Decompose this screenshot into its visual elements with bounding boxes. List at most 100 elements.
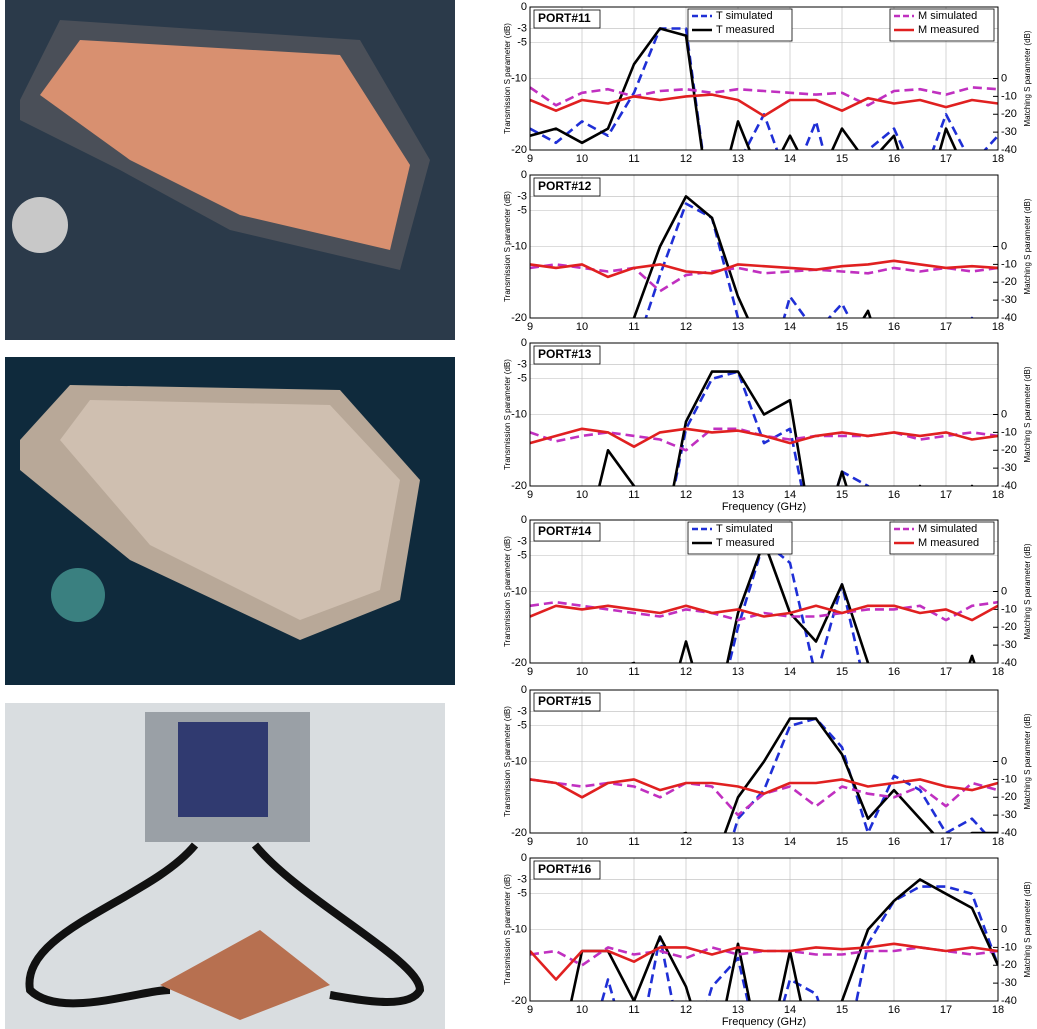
port-label-box — [533, 860, 601, 880]
x-tick-label: 11 — [628, 1004, 639, 1016]
port-label: PORT#14 — [538, 524, 592, 538]
port-label-box — [533, 345, 601, 365]
y2-tick-label: -10 — [1001, 90, 1017, 102]
y-tick-label: -20 — [511, 827, 527, 839]
y2-tick-label: -30 — [1001, 977, 1017, 989]
legend-label: T simulated — [716, 10, 773, 22]
legend-label: M measured — [918, 537, 979, 549]
series-line — [530, 263, 998, 293]
x-tick-label: 16 — [888, 1004, 900, 1016]
y-tick-label: 0 — [521, 169, 527, 181]
series-line — [530, 427, 998, 448]
x-tick-label: 16 — [888, 321, 900, 333]
y-tick-label: -3 — [517, 190, 527, 202]
series-line — [632, 370, 998, 486]
y2-tick-label: -40 — [1001, 827, 1017, 839]
chart: 9 10 11 12 13 14 15 16 17 18-20-10-5-30-40-30-20-… — [503, 684, 1032, 848]
y-axis-label: Transmission S parameter (dB) — [503, 191, 512, 302]
y-tick-label: -20 — [511, 144, 527, 156]
series-line — [530, 93, 998, 118]
plot-frame — [529, 6, 999, 151]
y-tick-label: -3 — [517, 22, 527, 34]
y-tick-label: -10 — [511, 755, 527, 767]
x-tick-label: 9 — [527, 1004, 533, 1016]
y2-tick-label: -30 — [1001, 809, 1017, 821]
x-tick-label: 9 — [527, 321, 533, 333]
y2-tick-label: -30 — [1001, 126, 1017, 138]
y2-tick-label: -40 — [1001, 144, 1017, 156]
series-group — [530, 370, 998, 486]
x-tick-label: 13 — [732, 153, 744, 165]
y2-tick-label: -10 — [1001, 773, 1017, 785]
series-line — [530, 778, 998, 799]
x-tick-label: 15 — [836, 153, 848, 165]
port-label-box — [533, 177, 601, 197]
y2-tick-label: -40 — [1001, 995, 1017, 1007]
x-tick-label: 10 — [576, 666, 588, 678]
y-tick-label: -3 — [517, 873, 527, 885]
y2-tick-label: -40 — [1001, 312, 1017, 324]
y-tick-label: -3 — [517, 358, 527, 370]
y-tick-label: -10 — [511, 923, 527, 935]
y-tick-label: -3 — [517, 705, 527, 717]
coin — [51, 568, 105, 622]
y2-tick-label: -30 — [1001, 462, 1017, 474]
plot-frame — [529, 342, 999, 487]
x-tick-label: 18 — [992, 836, 1004, 848]
y-axis-label: Transmission S parameter (dB) — [503, 706, 512, 817]
x-tick-label: 18 — [992, 153, 1004, 165]
x-tick-label: 14 — [784, 153, 796, 165]
y2-tick-label: -20 — [1001, 444, 1017, 456]
x-tick-label: 10 — [576, 321, 588, 333]
y-axis-label: Transmission S parameter (dB) — [503, 536, 512, 647]
y-tick-label: -20 — [511, 312, 527, 324]
x-tick-label: 14 — [784, 836, 796, 848]
y-tick-label: -5 — [517, 720, 527, 732]
x-tick-label: 12 — [680, 666, 692, 678]
x-tick-label: 9 — [527, 489, 533, 501]
y2-tick-label: -20 — [1001, 791, 1017, 803]
x-tick-label: 15 — [836, 666, 848, 678]
y-tick-label: 0 — [521, 852, 527, 864]
x-tick-label: 13 — [732, 489, 744, 501]
x-tick-label: 13 — [732, 1004, 744, 1016]
plot-frame — [529, 174, 999, 319]
chart: 9 10 11 12 13 14 15 16 17 18-20-10-5-30-40-30-20-… — [503, 337, 1032, 513]
x-tick-label: 11 — [628, 489, 639, 501]
photo-measurement-setup — [5, 703, 445, 1029]
x-tick-label: 11 — [628, 666, 639, 678]
series-line — [530, 27, 998, 150]
x-tick-label: 16 — [888, 489, 900, 501]
y-tick-label: 0 — [521, 337, 527, 349]
cable — [251, 842, 425, 1006]
x-tick-label: 14 — [784, 1004, 796, 1016]
y2-axis-label: Matching S parameter (dB) — [1023, 881, 1032, 977]
legend-label: T simulated — [716, 523, 773, 535]
series-line — [530, 259, 998, 279]
analyzer-screen — [178, 722, 268, 817]
series-group — [530, 27, 998, 150]
y2-axis-label: Matching S parameter (dB) — [1023, 713, 1032, 809]
port-label: PORT#16 — [538, 862, 592, 876]
x-tick-label: 12 — [680, 1004, 692, 1016]
x-tick-label: 17 — [940, 489, 952, 501]
y-tick-label: -10 — [511, 585, 527, 597]
x-axis-label: Frequency (GHz) — [722, 1016, 806, 1028]
x-tick-label: 18 — [992, 1004, 1004, 1016]
series-line — [530, 946, 998, 967]
x-tick-label: 11 — [628, 321, 639, 333]
y2-axis-label: Matching S parameter (dB) — [1023, 366, 1032, 462]
x-tick-label: 18 — [992, 666, 1004, 678]
x-tick-label: 16 — [888, 666, 900, 678]
board-copper — [60, 400, 400, 620]
y-tick-label: -5 — [517, 373, 527, 385]
x-tick-label: 10 — [576, 153, 588, 165]
y-tick-label: 0 — [521, 684, 527, 696]
board-under-test — [160, 930, 330, 1020]
port-label-box — [533, 9, 601, 29]
x-tick-label: 15 — [836, 1004, 848, 1016]
legend-label: M simulated — [918, 523, 977, 535]
x-tick-label: 14 — [784, 666, 796, 678]
x-tick-label: 11 — [628, 836, 639, 848]
y-tick-label: -5 — [517, 205, 527, 217]
